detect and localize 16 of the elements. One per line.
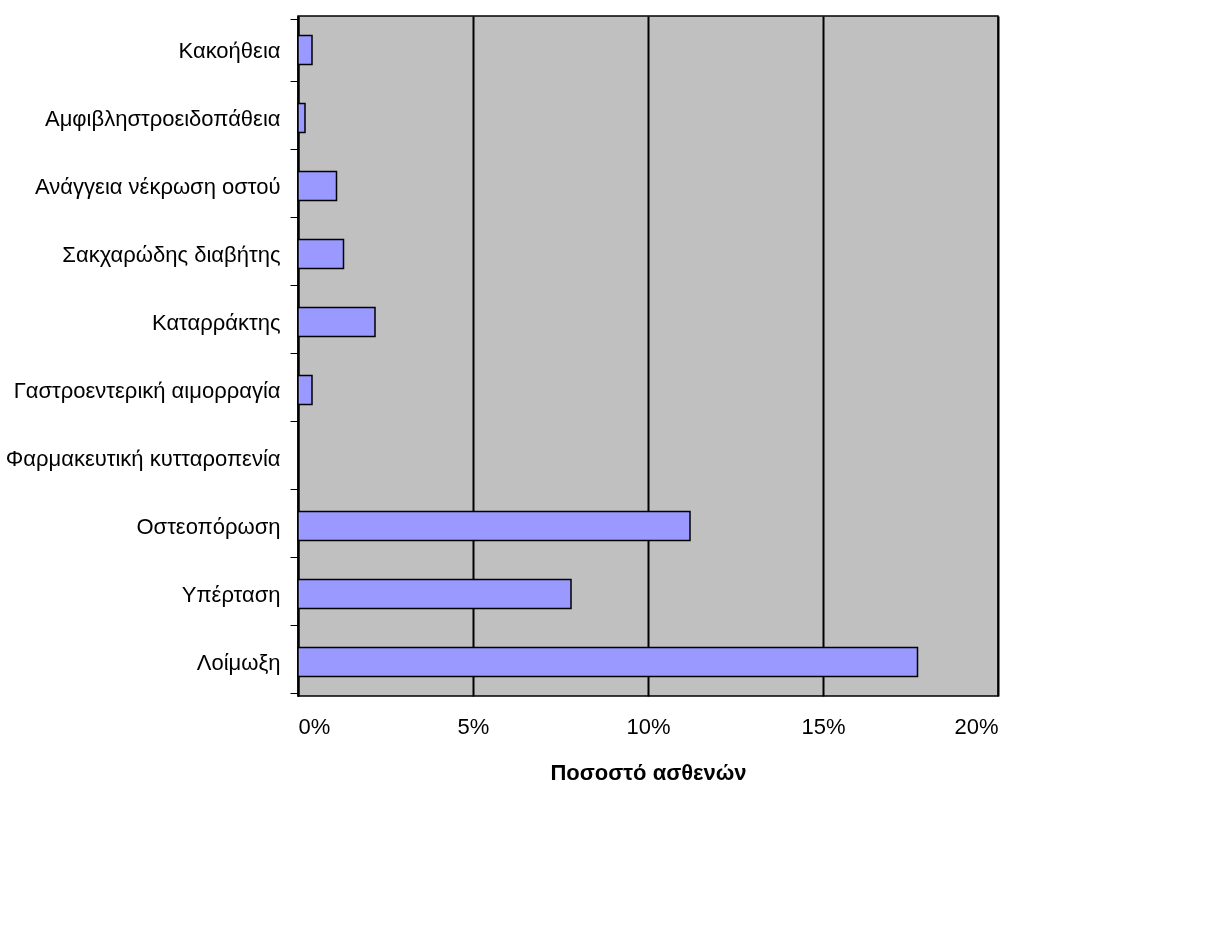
y-tick-label: Ανάγγεια νέκρωση οστού [35, 173, 281, 199]
y-tick-label: Καταρράκτης [152, 309, 281, 335]
y-tick-label: Σακχαρώδης διαβήτης [62, 241, 281, 267]
y-tick-label: Γαστροεντερική αιμορραγία [13, 377, 281, 403]
x-tick-label: 20% [954, 713, 999, 739]
y-tick-label: Οστεοπόρωση [136, 513, 281, 539]
y-tick-label: Φαρμακευτική κυτταροπενία [5, 445, 281, 471]
x-tick-label: 15% [801, 713, 846, 739]
x-tick-label: 5% [457, 713, 490, 739]
x-axis-title: Ποσοστό ασθενών [550, 759, 747, 785]
y-tick-label: Υπέρταση [181, 581, 281, 607]
y-tick-label: Λοίμωξη [196, 649, 281, 675]
x-tick-label: 10% [626, 713, 671, 739]
x-tick-label: 0% [298, 713, 331, 739]
y-tick-label: Κακοήθεια [178, 37, 281, 63]
y-tick-label: Αμφιβληστροειδοπάθεια [44, 105, 281, 131]
